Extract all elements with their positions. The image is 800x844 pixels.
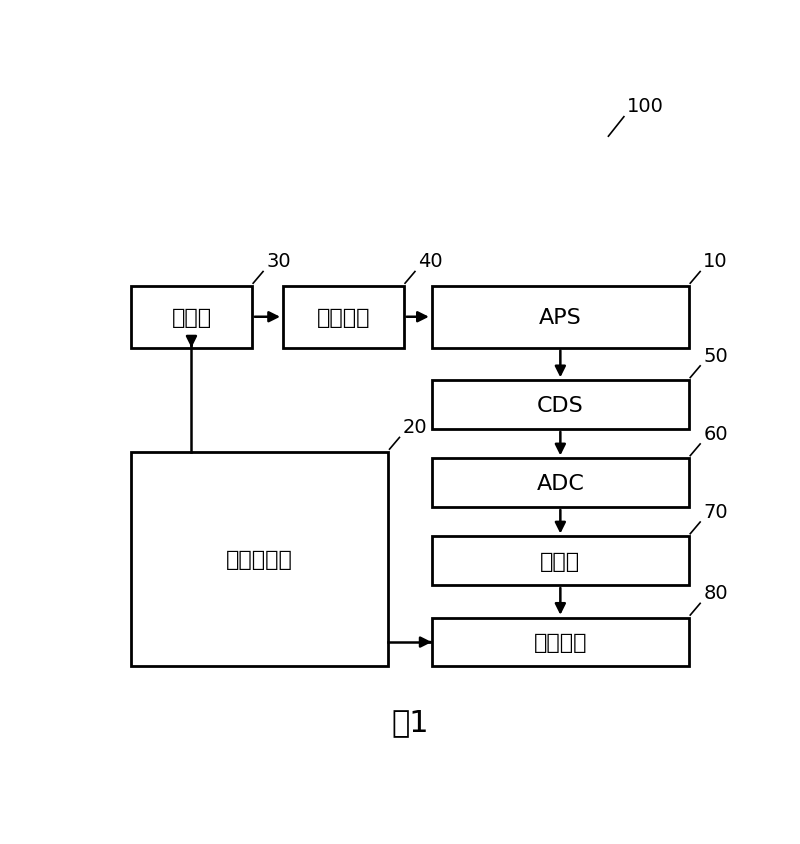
Bar bbox=[432, 381, 689, 430]
Text: 80: 80 bbox=[703, 583, 728, 603]
Text: 60: 60 bbox=[703, 425, 728, 443]
Bar bbox=[432, 618, 689, 667]
Bar bbox=[131, 286, 252, 349]
Text: 40: 40 bbox=[418, 252, 442, 271]
Text: APS: APS bbox=[539, 307, 582, 327]
Text: 100: 100 bbox=[627, 97, 664, 116]
Text: ADC: ADC bbox=[537, 473, 584, 493]
Text: 50: 50 bbox=[703, 346, 728, 365]
Bar bbox=[432, 459, 689, 507]
Text: 70: 70 bbox=[703, 502, 728, 521]
Text: 列解码器: 列解码器 bbox=[534, 632, 587, 652]
Text: 行驱动器: 行驱动器 bbox=[317, 307, 370, 327]
Bar bbox=[283, 286, 404, 349]
Bar bbox=[432, 286, 689, 349]
Text: 图1: 图1 bbox=[391, 707, 429, 737]
Bar bbox=[432, 537, 689, 586]
Text: 10: 10 bbox=[703, 252, 728, 271]
Text: 30: 30 bbox=[266, 252, 290, 271]
Text: 解码器: 解码器 bbox=[171, 307, 211, 327]
Text: 20: 20 bbox=[402, 418, 427, 436]
Text: 时序发生器: 时序发生器 bbox=[226, 549, 293, 570]
Text: 锁存块: 锁存块 bbox=[540, 551, 581, 571]
Text: CDS: CDS bbox=[537, 395, 584, 415]
Bar bbox=[131, 452, 388, 667]
